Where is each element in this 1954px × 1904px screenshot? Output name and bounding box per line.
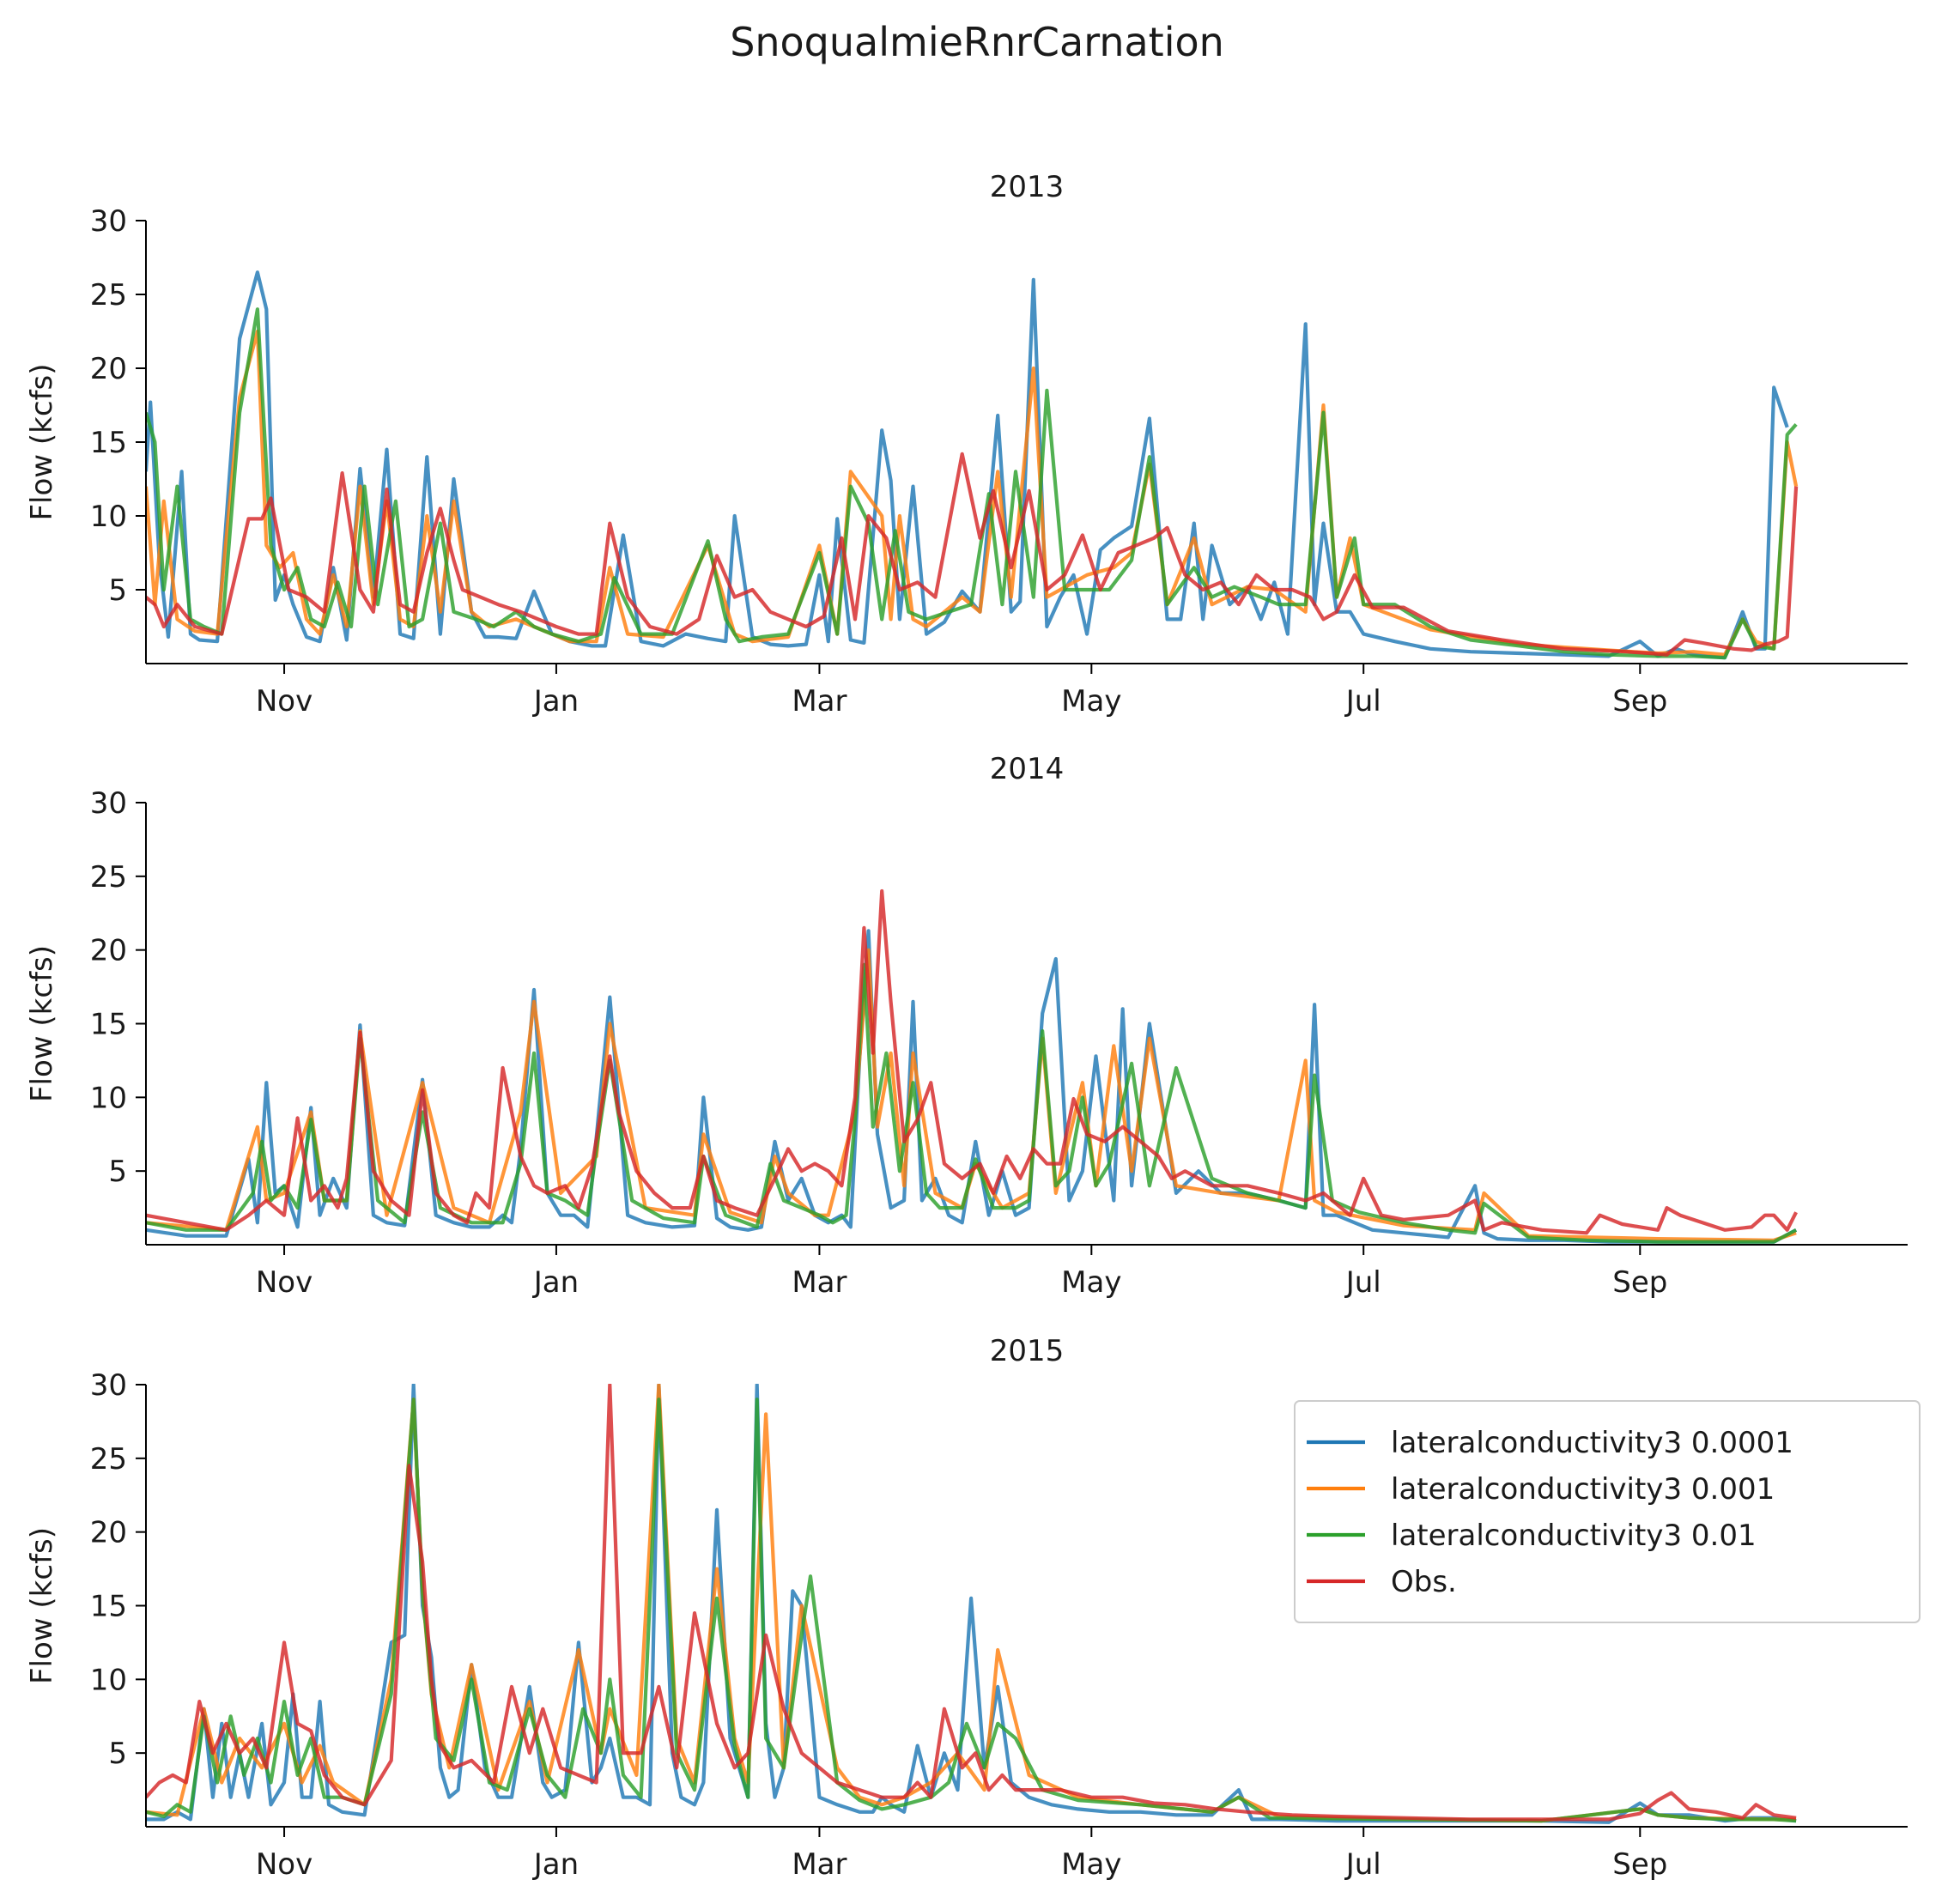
- y-tick-label: 5: [108, 1155, 127, 1189]
- subplot-2013: 2013 5 10 15 20 25 30 Nov Jan Mar May Jul Sep Flow (k…: [25, 170, 1908, 719]
- legend-label: lateralconductivity3 0.0001: [1391, 1426, 1793, 1460]
- x-tick-label: Mar: [792, 1265, 847, 1300]
- legend-label: lateralconductivity3 0.001: [1391, 1472, 1775, 1507]
- y-tick-label: 30: [90, 1368, 127, 1403]
- series-line: [146, 452, 1799, 657]
- x-tick-label: Sep: [1612, 1847, 1667, 1882]
- x-tick-label: Jan: [532, 1265, 579, 1300]
- subplot-2014: 2014 5 10 15 20 25 30 Nov Jan Mar May Jul Sep Flow (k…: [25, 752, 1908, 1300]
- y-tick-label: 20: [90, 934, 127, 968]
- x-tick-label: Jul: [1344, 1847, 1381, 1882]
- y-axis-label: Flow (kcfs): [25, 363, 59, 520]
- y-tick-label: 20: [90, 352, 127, 386]
- x-tick-label: May: [1061, 684, 1121, 719]
- y-tick-label: 5: [108, 1737, 127, 1771]
- legend-frame: [1294, 1400, 1921, 1623]
- y-axis-label: Flow (kcfs): [25, 1527, 59, 1684]
- y-tick-label: 25: [90, 1442, 127, 1477]
- legend-label: Obs.: [1391, 1565, 1457, 1599]
- x-tick-label: May: [1061, 1847, 1121, 1882]
- y-tick-label: 15: [90, 1590, 127, 1624]
- x-tick-label: Sep: [1612, 684, 1667, 719]
- x-tick-label: Jul: [1344, 684, 1381, 719]
- y-tick-label: 10: [90, 500, 127, 534]
- x-tick-label: Nov: [256, 684, 313, 719]
- y-tick-label: 10: [90, 1081, 127, 1115]
- subplot-title: 2014: [990, 752, 1065, 786]
- x-tick-label: Mar: [792, 684, 847, 719]
- y-tick-label: 30: [90, 786, 127, 821]
- x-tick-label: Mar: [792, 1847, 847, 1882]
- y-tick-label: 15: [90, 426, 127, 460]
- series-line: [146, 948, 1797, 1242]
- series-line: [146, 1398, 1797, 1823]
- x-tick-label: Jan: [532, 684, 579, 719]
- series-line: [146, 307, 1798, 660]
- x-tick-label: Nov: [256, 1265, 313, 1300]
- y-tick-label: 5: [108, 573, 127, 608]
- y-tick-label: 10: [90, 1663, 127, 1697]
- legend: lateralconductivity3 0.0001 lateralconduc…: [1294, 1400, 1921, 1623]
- x-tick-label: Nov: [256, 1847, 313, 1882]
- subplot-title: 2013: [990, 170, 1065, 204]
- x-tick-label: Sep: [1612, 1265, 1667, 1300]
- x-tick-label: May: [1061, 1265, 1121, 1300]
- y-tick-label: 25: [90, 860, 127, 894]
- legend-label: lateralconductivity3 0.01: [1391, 1519, 1757, 1553]
- series-line: [146, 888, 1798, 1235]
- y-tick-label: 15: [90, 1008, 127, 1042]
- subplot-title: 2015: [990, 1334, 1065, 1368]
- figure-title: SnoqualmieRnrCarnation: [730, 19, 1224, 65]
- y-tick-label: 30: [90, 204, 127, 239]
- series-line: [146, 1384, 1797, 1822]
- series-line: [146, 929, 1798, 1244]
- x-tick-label: Jul: [1344, 1265, 1381, 1300]
- y-tick-label: 25: [90, 278, 127, 312]
- y-axis-label: Flow (kcfs): [25, 945, 59, 1102]
- x-tick-label: Jan: [532, 1847, 579, 1882]
- y-tick-label: 20: [90, 1516, 127, 1550]
- subplot-2015: 2015 5 10 15 20 25 30 Nov Jan Mar May Jul Sep Flow (k…: [25, 1334, 1921, 1882]
